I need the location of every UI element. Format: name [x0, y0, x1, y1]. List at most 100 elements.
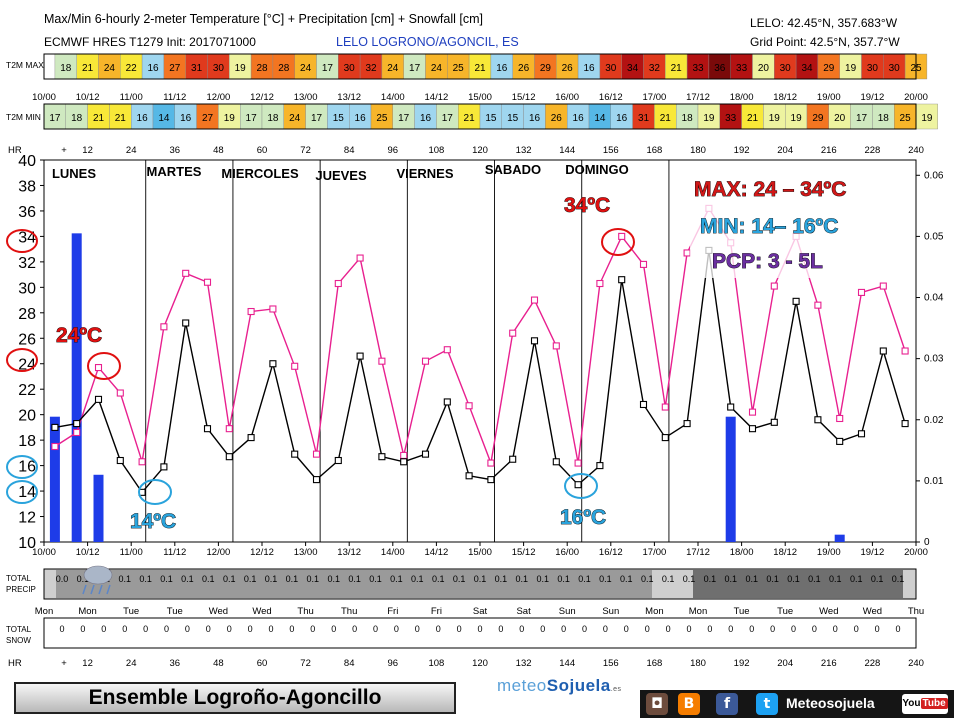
hr-tick-top: 168	[646, 145, 662, 156]
max-cell-value: 25	[453, 63, 465, 74]
y-tick-label-left: 38	[18, 178, 36, 195]
max-cell-value: 24	[300, 63, 312, 74]
row-label-max: T2M MAX	[6, 60, 44, 70]
day-name: MARTES	[147, 164, 202, 179]
max-cell-value: 29	[823, 63, 835, 74]
circle-ytick-14	[6, 480, 38, 504]
summary-pcp: PCP: 3 - 5L	[712, 250, 823, 273]
snow-row-value: 0	[624, 624, 629, 634]
date-label-top: 10/12	[76, 92, 100, 103]
hr-tick-top: 48	[213, 145, 224, 156]
series-point-max	[160, 323, 168, 331]
series-point-max	[661, 403, 669, 411]
min-cell-value: 16	[355, 113, 367, 124]
date-label-bottom: 15/12	[512, 547, 536, 558]
precip-row-value: 0.1	[181, 574, 194, 584]
instagram-icon[interactable]: ◘	[646, 693, 668, 715]
day-name: JUEVES	[315, 168, 367, 183]
date-label-top: 13/00	[294, 92, 318, 103]
youtube-icon[interactable]: You Tube	[902, 694, 948, 714]
y-tick-label-left: 32	[18, 255, 36, 272]
max-cell-value: 28	[278, 63, 290, 74]
date-label-top: 16/00	[555, 92, 579, 103]
snow-row	[43, 617, 917, 649]
weekday-label: Wed	[819, 606, 838, 617]
precip-row-value: 0.1	[829, 574, 842, 584]
series-point-min	[596, 462, 604, 470]
social-bar: ◘ B f t Meteosojuela You Tube	[640, 690, 954, 718]
facebook-icon[interactable]: f	[716, 693, 738, 715]
hr-tick-bottom: 192	[734, 658, 750, 669]
weekday-label: Thu	[908, 606, 924, 617]
min-cell-value: 21	[747, 113, 759, 124]
circle-ytick-34	[6, 229, 38, 253]
ensemble-title: Ensemble Logroño-Agoncillo	[14, 682, 456, 714]
y-tick-label-left: 34	[18, 229, 36, 246]
max-cell-value: 26	[518, 63, 530, 74]
min-cell-value: 16	[616, 113, 628, 124]
date-label-bottom: 13/12	[337, 547, 361, 558]
snow-row-value: 0	[728, 624, 733, 634]
precip-row-value: 0.1	[77, 574, 90, 584]
hr-tick-top: 240	[908, 145, 924, 156]
min-cell-value: 25	[376, 113, 388, 124]
weekday-label: Tue	[734, 606, 750, 617]
precip-row-label-2: PRECIP	[6, 585, 36, 594]
date-label-top: 11/00	[120, 92, 143, 103]
snow-row-value: 0	[457, 624, 462, 634]
social-account-name[interactable]: Meteosojuela	[786, 695, 875, 711]
min-cell-value: 19	[703, 113, 715, 124]
date-label-top: 19/12	[861, 92, 885, 103]
series-point-min	[443, 398, 451, 406]
series-point-min	[269, 360, 277, 368]
min-cell-value: 17	[856, 113, 868, 124]
precip-row-value: 0.1	[202, 574, 215, 584]
snow-row-value: 0	[59, 624, 64, 634]
precip-row-value: 0.1	[745, 574, 758, 584]
max-cell-value: 16	[496, 63, 508, 74]
snow-row-value: 0	[80, 624, 85, 634]
snow-row-value: 0	[812, 624, 817, 634]
max-cell-value: 33	[736, 63, 748, 74]
hr-tick-top: 216	[821, 145, 837, 156]
circle-min-16	[564, 473, 598, 499]
precip-row-value: 0.1	[432, 574, 445, 584]
snow-row-value: 0	[227, 624, 232, 634]
blogger-icon[interactable]: B	[678, 693, 700, 715]
max-cell-value: 21	[671, 63, 683, 74]
hr-tick-top: 132	[516, 145, 532, 156]
series-point-min	[857, 430, 866, 438]
hr-tick-top: +	[61, 145, 67, 156]
min-cell-value: 25	[900, 113, 912, 124]
label-min-16: 16ºC	[560, 506, 606, 529]
precip-bar	[49, 416, 60, 542]
precip-row-value: 0.1	[453, 574, 466, 584]
series-point-min	[836, 437, 844, 445]
max-cell-value: 30	[889, 63, 901, 74]
snow-row-value: 0	[875, 624, 880, 634]
date-label-bottom: 20/00	[904, 547, 928, 558]
brand-part-b: Sojuela	[546, 676, 611, 695]
snow-row-value: 0	[561, 624, 566, 634]
max-cell-value: 18	[60, 63, 72, 74]
hr-label-bottom: HR	[8, 658, 22, 669]
min-cell-value: 21	[464, 113, 476, 124]
precip-row-value: 0.1	[599, 574, 612, 584]
series-point-min	[683, 420, 691, 428]
rain-drop-icon	[82, 584, 87, 595]
min-cell-value: 16	[573, 113, 585, 124]
twitter-icon[interactable]: t	[756, 693, 778, 715]
day-name: LUNES	[52, 166, 96, 181]
snow-row-value: 0	[540, 624, 545, 634]
weekday-label: Wed	[209, 606, 228, 617]
precip-row-value: 0.1	[620, 574, 633, 584]
series-point-max	[552, 342, 560, 350]
precip-row-value: 0.1	[139, 574, 152, 584]
y-tick-label-left: 12	[18, 510, 36, 527]
date-label-top: 16/12	[599, 92, 623, 103]
weekday-label: Mon	[35, 606, 53, 617]
precip-row-value: 0.1	[265, 574, 278, 584]
y-tick-label-left: 14	[18, 484, 36, 501]
date-label-bottom: 15/00	[468, 547, 492, 558]
